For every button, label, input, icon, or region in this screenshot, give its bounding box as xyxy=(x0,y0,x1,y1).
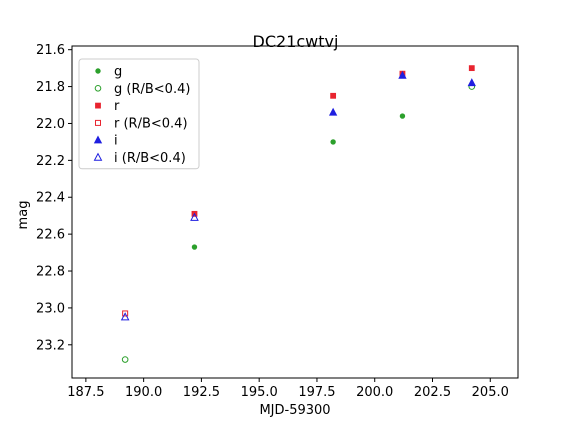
point-circle xyxy=(330,139,336,145)
x-tick-label: 200.0 xyxy=(356,385,393,400)
x-tick-label: 205.0 xyxy=(472,385,509,400)
legend-box xyxy=(78,58,200,170)
y-tick-label: 21.8 xyxy=(36,80,65,95)
legend: g g (R/B<0.4) r r (R/B<0.4) i i (R/B<0.4) xyxy=(78,58,200,170)
x-tick-label: 187.5 xyxy=(67,385,104,400)
point-square xyxy=(468,65,475,72)
legend-label: g xyxy=(114,65,122,80)
legend-marker xyxy=(93,135,103,144)
chart-title: DC21cwtvj xyxy=(253,32,339,51)
point-circle xyxy=(121,356,129,363)
point-circle xyxy=(191,244,198,250)
data-points xyxy=(120,65,476,363)
x-tick-label: 202.5 xyxy=(414,385,451,400)
x-tick-label: 195.0 xyxy=(241,385,278,400)
y-tick-label: 22.0 xyxy=(36,117,65,132)
y-axis-label: mag xyxy=(16,201,31,230)
legend-label: r (R/B<0.4) xyxy=(114,116,188,131)
y-tick-label: 22.8 xyxy=(36,265,65,280)
y-axis: 21.6 21.8 22.0 22.2 22.4 22.6 22.8 23.0 23.2 xyxy=(36,43,72,353)
plot-frame xyxy=(71,45,519,379)
x-axis: 187.5 190.0 192.5 195.0 197.5 200.0 202.5 205.0 xyxy=(67,378,509,400)
legend-label: i (R/B<0.4) xyxy=(114,151,186,166)
y-tick-label: 21.6 xyxy=(36,43,65,58)
y-tick-label: 23.2 xyxy=(36,338,65,353)
x-axis-label: MJD-59300 xyxy=(259,403,330,418)
legend-label: g (R/B<0.4) xyxy=(114,82,190,97)
legend-label: i xyxy=(114,134,118,149)
y-tick-label: 22.2 xyxy=(36,154,65,169)
x-tick-label: 192.5 xyxy=(183,385,220,400)
point-triangle xyxy=(398,70,407,79)
legend-marker xyxy=(95,119,101,126)
legend-marker xyxy=(93,152,103,161)
point-triangle xyxy=(467,78,476,87)
point-square xyxy=(330,92,337,99)
point-circle xyxy=(399,113,406,119)
legend-label: r xyxy=(114,99,120,114)
x-tick-label: 197.5 xyxy=(298,385,335,400)
y-tick-label: 22.6 xyxy=(36,228,65,243)
y-tick-label: 22.4 xyxy=(36,191,65,206)
point-triangle xyxy=(328,107,338,116)
point-triangle xyxy=(190,212,199,221)
legend-marker xyxy=(95,102,101,109)
legend-marker xyxy=(94,85,102,92)
y-tick-label: 23.0 xyxy=(36,301,65,316)
point-square xyxy=(122,310,129,317)
point-triangle xyxy=(120,312,130,321)
x-tick-label: 190.0 xyxy=(125,385,162,400)
legend-marker xyxy=(95,68,101,74)
